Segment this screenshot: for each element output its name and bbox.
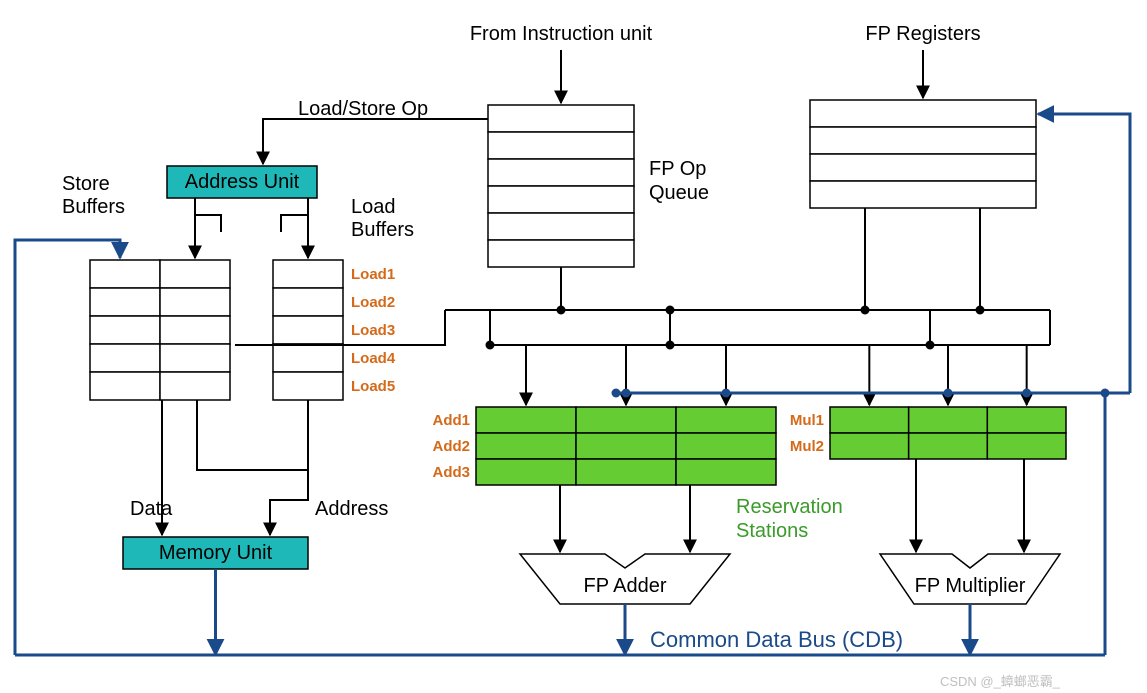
load-buffers-label: Load bbox=[351, 196, 396, 218]
add-rs-cell bbox=[576, 459, 676, 485]
store-buffers-label: Store bbox=[62, 173, 110, 195]
watermark: CSDN @_蟑螂恶霸_ bbox=[940, 674, 1061, 689]
add-rs-cell bbox=[476, 459, 576, 485]
: Buffers bbox=[351, 219, 414, 241]
mul-rs-cell bbox=[830, 407, 909, 433]
store-buffer-cell bbox=[160, 288, 230, 316]
load-buffer-cell bbox=[273, 372, 343, 400]
data-label: Data bbox=[130, 498, 173, 520]
load-store-op-label: Load/Store Op bbox=[298, 98, 428, 120]
load-tag: Load5 bbox=[351, 378, 395, 395]
load-tag: Load4 bbox=[351, 350, 396, 367]
fp-op-queue-label: FP Op bbox=[649, 158, 706, 180]
cdb-label: Common Data Bus (CDB) bbox=[650, 627, 903, 652]
mul-tag: Mul1 bbox=[790, 412, 824, 429]
add-rs-cell bbox=[576, 433, 676, 459]
add-rs-cell bbox=[576, 407, 676, 433]
memory-unit-label: Memory Unit bbox=[159, 542, 273, 564]
add-tag: Add1 bbox=[433, 412, 471, 429]
load-buffer-cell bbox=[273, 288, 343, 316]
address-label: Address bbox=[315, 498, 388, 520]
store-buffer-cell bbox=[90, 344, 160, 372]
store-buffer-cell bbox=[90, 260, 160, 288]
add-rs-cell bbox=[476, 433, 576, 459]
store-buffer-cell bbox=[90, 372, 160, 400]
mul-rs-cell bbox=[909, 433, 988, 459]
load-tag: Load3 bbox=[351, 322, 395, 339]
add-tag: Add2 bbox=[433, 438, 471, 455]
address-unit-label: Address Unit bbox=[185, 171, 300, 193]
fp-op-queue-row bbox=[488, 213, 634, 240]
tomasulo-diagram: From Instruction unit FP OpQueue FP Regist… bbox=[0, 0, 1147, 693]
fp-register-row bbox=[810, 181, 1036, 208]
add-tag: Add3 bbox=[433, 464, 471, 481]
mul-rs-cell bbox=[987, 407, 1066, 433]
store-buffer-cell bbox=[160, 344, 230, 372]
store-buffer-cell bbox=[160, 316, 230, 344]
mul-rs-cell bbox=[987, 433, 1066, 459]
fp-op-queue-row bbox=[488, 159, 634, 186]
: Buffers bbox=[62, 196, 125, 218]
store-buffer-cell bbox=[160, 372, 230, 400]
fp-op-queue-row bbox=[488, 105, 634, 132]
load-buffer-cell bbox=[273, 260, 343, 288]
fp-registers-label: FP Registers bbox=[865, 23, 980, 45]
add-rs-cell bbox=[676, 433, 776, 459]
fp-register-row bbox=[810, 127, 1036, 154]
add-rs-cell bbox=[476, 407, 576, 433]
fp-adder-label: FP Adder bbox=[583, 575, 666, 597]
fp-op-queue-row bbox=[488, 132, 634, 159]
fp-multiplier-label: FP Multiplier bbox=[915, 575, 1026, 597]
mul-rs-cell bbox=[830, 433, 909, 459]
fp-op-queue-row bbox=[488, 186, 634, 213]
mul-rs-cell bbox=[909, 407, 988, 433]
store-buffer-cell bbox=[90, 288, 160, 316]
reservation-stations-label: Reservation bbox=[736, 496, 843, 518]
fp-register-row bbox=[810, 154, 1036, 181]
add-rs-cell bbox=[676, 407, 776, 433]
load-tag: Load2 bbox=[351, 294, 395, 311]
add-rs-cell bbox=[676, 459, 776, 485]
: Stations bbox=[736, 520, 808, 542]
: Queue bbox=[649, 182, 709, 204]
store-buffer-cell bbox=[160, 260, 230, 288]
load-tag: Load1 bbox=[351, 266, 395, 283]
fp-op-queue-row bbox=[488, 240, 634, 267]
mul-tag: Mul2 bbox=[790, 438, 824, 455]
store-buffer-cell bbox=[90, 316, 160, 344]
fp-register-row bbox=[810, 100, 1036, 127]
from-instruction-label: From Instruction unit bbox=[470, 23, 653, 45]
load-buffer-cell bbox=[273, 316, 343, 344]
load-buffer-cell bbox=[273, 344, 343, 372]
